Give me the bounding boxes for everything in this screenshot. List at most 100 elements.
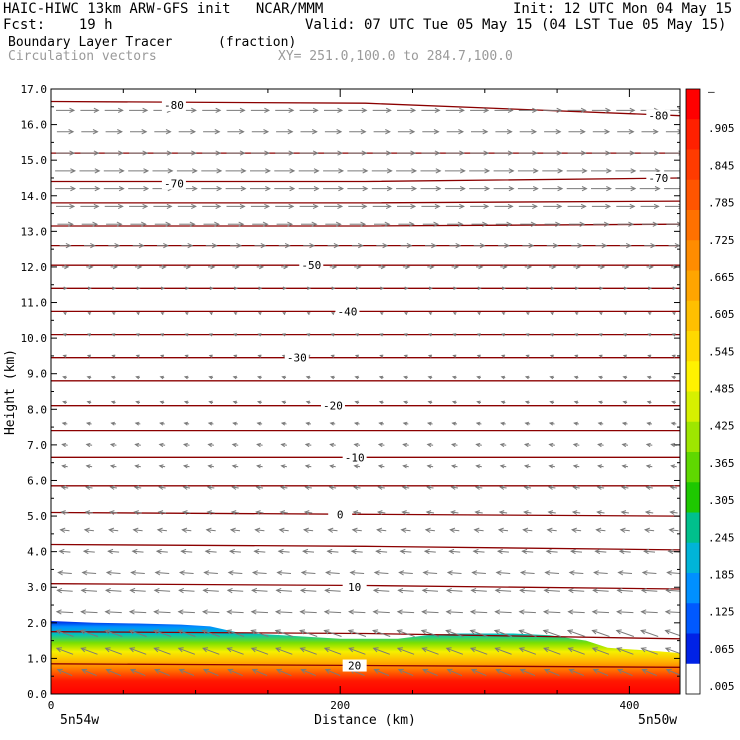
y-tick-label: 8.0 [27,403,47,416]
wind-vector [279,485,288,490]
wind-vector [646,375,652,380]
field-name: Boundary Layer Tracer [8,35,173,50]
wind-vector [404,312,408,316]
wind-vector [177,609,195,615]
wind-vector [648,286,653,291]
wind-vector [568,129,586,135]
wind-vector [526,286,531,291]
wind-vector [495,221,513,227]
wind-vector [665,150,680,156]
wind-vector [451,375,457,380]
wind-vector [182,485,191,490]
wind-vector [377,464,385,469]
wind-vector [274,609,293,615]
wind-vector [281,333,286,337]
wind-vector [567,107,587,113]
wind-vector [494,150,514,156]
wind-vector [227,668,243,677]
wind-vector [574,354,579,358]
wind-vector [427,375,433,380]
wind-vector [622,375,628,380]
wind-vector [251,587,268,594]
wind-vector [182,510,191,515]
contour-label-bg [342,451,367,464]
wind-vector [445,587,463,594]
wind-vector [399,548,412,555]
wind-vector [182,464,190,469]
wind-vector [373,570,389,576]
x-axis-label: Distance (km) [314,713,416,728]
wind-vector [524,375,530,380]
wind-vector [644,242,657,249]
wind-vector [494,647,512,655]
wind-vector [452,312,457,316]
wind-vector [543,150,563,156]
wind-vector [640,647,658,655]
wind-vector [401,510,410,515]
wind-vector [616,647,634,655]
wind-vector [305,375,311,380]
wind-vector [227,570,243,576]
wind-vector [524,400,530,405]
wind-vector [228,548,241,555]
wind-vector [379,354,384,358]
wind-vector [348,150,368,156]
wind-vector [281,400,287,405]
wind-vector [421,609,439,615]
wind-vector [87,286,92,291]
wind-vector [307,286,312,291]
contour-label-bg [161,99,186,112]
wind-vector [378,400,384,405]
wind-vector [501,286,506,291]
wind-vector [644,510,654,515]
wind-vector [226,203,246,210]
wind-vector [155,548,168,555]
wind-vector [397,107,417,113]
wind-vector [570,527,582,533]
wind-vector [621,442,629,448]
wind-vector [181,527,192,533]
wind-vector [616,150,636,156]
colorbar-label: .065 [708,643,735,656]
wind-vector [404,286,409,291]
wind-vector [110,375,116,380]
wind-vector [475,464,482,469]
wind-vector [397,203,417,210]
wind-vector [572,464,580,469]
wind-vector [233,312,238,316]
wind-vector [329,421,336,426]
wind-vector [545,548,558,555]
wind-vector [325,570,340,576]
wind-vector [669,485,678,490]
wind-vector [275,587,292,594]
wind-vector [106,221,123,227]
wind-vector [591,609,610,615]
wind-vector [517,168,539,174]
wind-vector [178,587,195,594]
wind-vector [523,510,532,515]
wind-vector [87,312,92,316]
wind-vector [104,587,122,594]
wind-vector [60,510,69,515]
wind-vector [111,354,116,358]
wind-vector [62,375,67,380]
wind-vector [160,312,165,316]
wind-vector [274,186,296,192]
wind-vector [160,354,165,358]
wind-vector [153,203,173,210]
contour-label-bg [328,508,353,521]
wind-vector [525,333,530,337]
wind-vector [616,609,634,615]
wind-vector [421,107,441,113]
wind-vector [80,107,100,113]
colorbar-label: – [708,85,715,98]
wind-vector [202,203,222,210]
wind-vector [233,286,239,291]
colorbar-swatch [686,452,700,483]
wind-vector [574,312,579,316]
wind-vector [299,150,319,156]
wind-vector [81,570,97,576]
wind-vector [109,485,117,490]
contour-label: -80 [164,99,184,112]
wind-vector [425,510,435,515]
